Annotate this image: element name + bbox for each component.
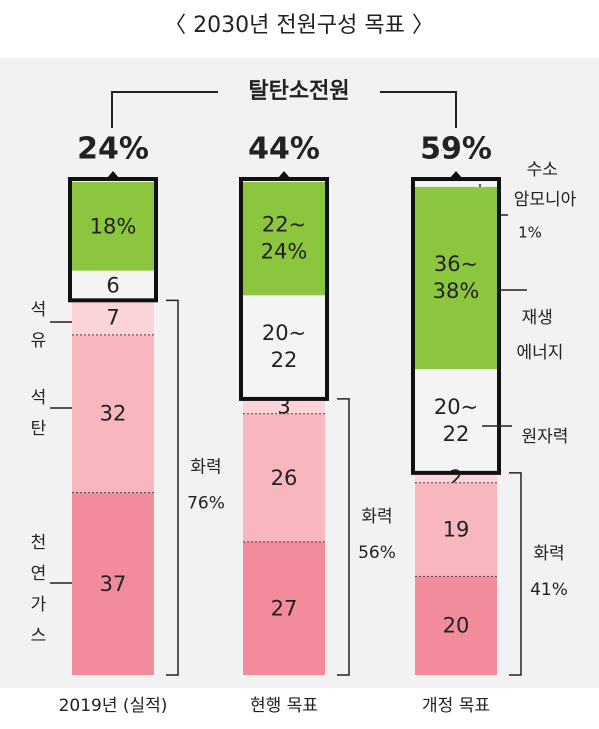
fossil-bracket <box>337 398 350 676</box>
fossil-label: 화력 <box>533 544 564 564</box>
value-label: 22 <box>443 422 470 446</box>
bar-segment <box>415 182 497 187</box>
legend-label: 원자력 <box>522 427 569 447</box>
value-label: 1% <box>518 224 542 242</box>
pointer <box>450 171 462 178</box>
value-label: 37 <box>100 572 127 596</box>
bar-segment <box>72 334 154 493</box>
value-label: 22~ <box>262 213 306 237</box>
bar-segment <box>72 300 154 335</box>
value-label: 36~ <box>434 252 478 276</box>
value-label: 20~ <box>262 321 306 345</box>
value-label: 32 <box>100 402 127 426</box>
bar-segment <box>72 182 154 271</box>
low-carbon-frame <box>239 177 329 401</box>
low-carbon-frame <box>68 177 158 303</box>
x-tick-label: 개정 목표 <box>422 696 490 716</box>
x-tick-label: 2019년 (실적) <box>59 696 168 716</box>
bar-segment <box>415 186 497 370</box>
value-label: 26 <box>271 466 298 490</box>
total-label: 24% <box>77 132 149 167</box>
bar-segment <box>243 541 325 675</box>
value-label: 18% <box>90 214 137 238</box>
fossil-bracket <box>166 299 179 676</box>
legend-label: 수소 암모니아 <box>514 160 577 210</box>
value-label: 38% <box>433 279 480 303</box>
bar-segment <box>243 295 325 399</box>
bar-segment <box>415 369 497 473</box>
x-tick-label: 현행 목표 <box>250 696 318 716</box>
bar-segment <box>415 472 497 483</box>
value-label: 20 <box>443 614 470 638</box>
low-carbon-frame <box>411 177 501 475</box>
legend-label: 석유 <box>26 300 46 362</box>
value-label: 7 <box>106 306 119 330</box>
total-label: 44% <box>248 132 320 167</box>
pointer <box>107 171 119 178</box>
bar-segment <box>415 482 497 577</box>
legend-label: 천연가스 <box>26 533 46 657</box>
value-label: 20~ <box>434 395 478 419</box>
bar-segment <box>72 492 154 675</box>
fossil-total-label: 41% <box>530 580 568 600</box>
low-carbon-connector <box>111 91 457 128</box>
bar-segment <box>72 270 154 301</box>
fossil-label: 화력 <box>190 458 221 478</box>
value-label: 6 <box>106 274 119 298</box>
pointer <box>278 171 290 178</box>
chart-title: 〈 2030년 전원구성 목표 〉 <box>164 13 434 38</box>
value-label: 27 <box>271 596 298 620</box>
bar-segment <box>243 413 325 542</box>
total-label: 59% <box>420 132 492 167</box>
low-carbon-label: 탈탄소전원 <box>248 79 349 104</box>
value-label: 24% <box>261 240 308 264</box>
legend-label: 석탄 <box>26 388 46 450</box>
fossil-bracket <box>509 472 522 676</box>
value-label: 22 <box>271 348 298 372</box>
fossil-label: 화력 <box>361 507 392 527</box>
bar-segment <box>243 398 325 414</box>
fossil-total-label: 56% <box>358 543 396 563</box>
bar-segment <box>243 182 325 296</box>
fossil-total-label: 76% <box>187 494 225 514</box>
legend-label: 재생 에너지 <box>517 308 564 363</box>
bar-segment <box>415 576 497 675</box>
value-label: 19 <box>443 518 470 542</box>
